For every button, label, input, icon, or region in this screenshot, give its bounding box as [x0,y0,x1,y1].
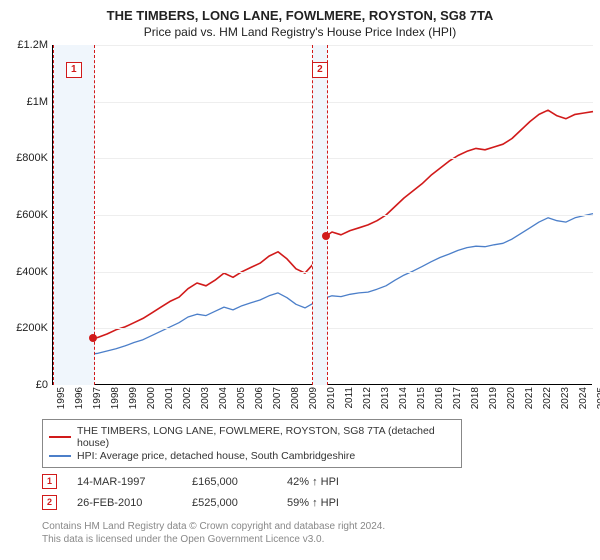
x-axis-label: 2019 [488,387,499,409]
x-axis-label: 2006 [254,387,265,409]
x-axis-label: 2017 [452,387,463,409]
x-axis-label: 2018 [470,387,481,409]
sale-annotation-row: 1 14-MAR-1997 £165,000 42% ↑ HPI [42,474,588,489]
x-axis-label: 2015 [416,387,427,409]
sale-marker [322,232,330,240]
y-axis-label: £400K [16,266,48,278]
x-axis-label: 2005 [236,387,247,409]
x-axis-label: 2000 [146,387,157,409]
annotation-marker-2: 2 [42,495,57,510]
sale-price: £165,000 [192,476,287,488]
legend-label: HPI: Average price, detached house, Sout… [77,450,355,462]
x-axis-label: 2009 [308,387,319,409]
y-axis-label: £1.2M [17,39,48,51]
x-axis-label: 1997 [92,387,103,409]
legend-item: THE TIMBERS, LONG LANE, FOWLMERE, ROYSTO… [49,425,455,449]
sale-annotation-row: 2 26-FEB-2010 £525,000 59% ↑ HPI [42,495,588,510]
x-axis-label: 2021 [524,387,535,409]
x-axis-label: 2024 [578,387,589,409]
chart-title: THE TIMBERS, LONG LANE, FOWLMERE, ROYSTO… [12,8,588,23]
x-axis-label: 2023 [560,387,571,409]
chart-legend: THE TIMBERS, LONG LANE, FOWLMERE, ROYSTO… [42,419,462,468]
x-axis-label: 2014 [398,387,409,409]
sale-price: £525,000 [192,497,287,509]
x-axis-label: 2002 [182,387,193,409]
x-axis-label: 2025 [596,387,600,409]
footer-line: This data is licensed under the Open Gov… [42,533,588,546]
y-axis-label: £800K [16,152,48,164]
sale-date: 26-FEB-2010 [77,497,192,509]
footer-line: Contains HM Land Registry data © Crown c… [42,520,588,533]
x-axis-label: 1995 [56,387,67,409]
y-axis-label: £1M [27,96,48,108]
x-axis-label: 2001 [164,387,175,409]
sale-hpi-delta: 42% ↑ HPI [287,476,382,488]
x-axis-label: 2008 [290,387,301,409]
legend-swatch [49,436,71,438]
x-axis-label: 1996 [74,387,85,409]
legend-item: HPI: Average price, detached house, Sout… [49,450,455,462]
y-axis-label: £0 [36,379,48,391]
annotation-marker-chart: 2 [312,62,328,78]
x-axis-label: 2003 [200,387,211,409]
sale-date: 14-MAR-1997 [77,476,192,488]
y-axis-label: £600K [16,209,48,221]
y-axis-label: £200K [16,322,48,334]
annotation-marker-1: 1 [42,474,57,489]
x-axis-label: 2004 [218,387,229,409]
x-axis-label: 2013 [380,387,391,409]
sale-hpi-delta: 59% ↑ HPI [287,497,382,509]
x-axis-label: 2020 [506,387,517,409]
legend-swatch [49,455,71,457]
annotation-marker-chart: 1 [66,62,82,78]
x-axis-label: 2007 [272,387,283,409]
chart-plot-area: £0£200K£400K£600K£800K£1M£1.2M1995199619… [52,45,592,385]
x-axis-label: 2012 [362,387,373,409]
legend-label: THE TIMBERS, LONG LANE, FOWLMERE, ROYSTO… [77,425,455,449]
sale-period-band [312,45,328,385]
x-axis-label: 1999 [128,387,139,409]
x-axis-label: 2011 [344,387,355,409]
x-axis-label: 2016 [434,387,445,409]
sale-marker [89,334,97,342]
chart-subtitle: Price paid vs. HM Land Registry's House … [12,25,588,39]
x-axis-label: 2010 [326,387,337,409]
x-axis-label: 1998 [110,387,121,409]
sale-period-band [53,45,95,385]
x-axis-label: 2022 [542,387,553,409]
chart-footer: Contains HM Land Registry data © Crown c… [42,520,588,546]
